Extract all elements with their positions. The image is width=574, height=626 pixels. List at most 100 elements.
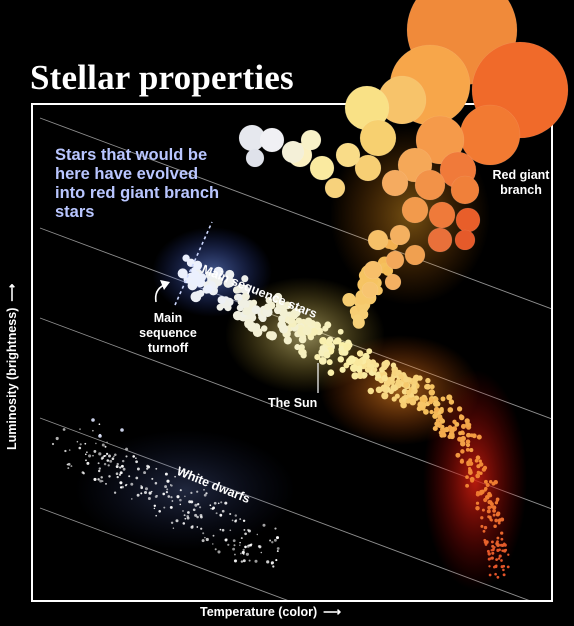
bright-white-dwarf-star [120, 428, 124, 432]
white-dwarf-star [86, 461, 90, 465]
main-sequence-star [500, 559, 503, 562]
white-dwarf-star [240, 537, 243, 540]
giant-star [389, 224, 411, 246]
white-dwarf-star [183, 514, 186, 517]
white-dwarf-star [170, 484, 173, 487]
main-sequence-star [483, 525, 488, 530]
white-dwarf-star [115, 472, 119, 475]
white-dwarf-star [164, 472, 168, 476]
main-sequence-star [235, 293, 243, 301]
main-sequence-star [398, 373, 404, 379]
white-dwarf-star [85, 453, 87, 456]
giant-star [359, 119, 397, 157]
main-sequence-star [322, 325, 329, 332]
white-dwarf-star [155, 514, 158, 517]
main-sequence-star [500, 531, 504, 535]
white-dwarf-star [242, 559, 246, 563]
main-sequence-star [495, 558, 498, 561]
giant-star [245, 148, 265, 168]
white-dwarf-star [212, 534, 215, 537]
main-sequence-star [484, 486, 488, 491]
white-dwarf-star [88, 454, 92, 458]
white-dwarf-star [76, 440, 79, 443]
main-sequence-star [507, 553, 510, 556]
main-sequence-star [488, 573, 492, 577]
white-dwarf-star [203, 493, 207, 497]
giant-star [384, 273, 402, 291]
white-dwarf-star [151, 477, 154, 480]
main-sequence-star [356, 358, 363, 366]
main-sequence-star [452, 419, 457, 424]
page-title: Stellar properties [30, 58, 294, 97]
white-dwarf-star [154, 481, 158, 485]
white-dwarf-star [150, 490, 153, 493]
white-dwarf-star [172, 527, 175, 529]
main-sequence-star [497, 521, 501, 525]
main-sequence-star [486, 549, 490, 553]
main-sequence-star [435, 418, 441, 423]
white-dwarf-star [176, 495, 180, 499]
bright-white-dwarf-star [91, 418, 95, 422]
white-dwarf-star [107, 464, 110, 467]
main-sequence-star [411, 387, 418, 395]
white-dwarf-star [66, 463, 69, 466]
white-dwarf-star [210, 507, 212, 510]
white-dwarf-star [147, 497, 151, 500]
white-dwarf-star [166, 488, 169, 491]
main-sequence-star [366, 358, 372, 364]
main-sequence-star [381, 363, 388, 371]
main-sequence-star [470, 478, 475, 483]
main-sequence-star [242, 307, 251, 316]
main-sequence-star [295, 317, 303, 324]
white-dwarf-star [109, 459, 113, 463]
main-sequence-star [405, 389, 411, 395]
main-sequence-star [439, 407, 444, 412]
main-sequence-star [193, 262, 202, 271]
white-dwarf-star [229, 512, 232, 516]
white-dwarf-star [196, 515, 199, 519]
main-sequence-star [474, 458, 479, 463]
white-dwarf-star [205, 492, 208, 495]
giant-star [324, 177, 346, 199]
white-dwarf-star [209, 504, 212, 507]
main-sequence-star [182, 254, 190, 262]
x-axis-arrow-icon: ⟶ [323, 605, 342, 619]
white-dwarf-star [276, 550, 279, 553]
main-sequence-star [310, 327, 318, 336]
white-dwarf-star [55, 436, 59, 441]
main-sequence-star [395, 378, 402, 386]
main-sequence-star [501, 549, 504, 553]
main-sequence-star [483, 540, 487, 544]
white-dwarf-star [248, 544, 250, 547]
white-dwarf-star [190, 491, 193, 495]
white-dwarf-star [120, 464, 124, 468]
white-dwarf-star [70, 465, 73, 468]
white-dwarf-star [51, 442, 55, 446]
white-dwarf-star [136, 493, 140, 497]
white-dwarf-star [179, 498, 182, 502]
white-dwarf-star [119, 471, 123, 474]
main-sequence-star [487, 552, 491, 556]
main-sequence-star [323, 351, 331, 359]
main-sequence-star [439, 418, 446, 424]
white-dwarf-star [62, 428, 66, 431]
main-sequence-star [260, 325, 268, 332]
white-dwarf-star [233, 544, 236, 547]
white-dwarf-star [128, 475, 131, 478]
main-sequence-star [279, 324, 289, 334]
white-dwarf-star [227, 543, 230, 546]
giant-star [361, 281, 379, 299]
main-sequence-star [491, 551, 495, 555]
white-dwarf-star [275, 536, 280, 540]
white-dwarf-star [143, 490, 148, 495]
white-dwarf-star [243, 528, 246, 531]
main-sequence-star [488, 565, 491, 568]
main-sequence-star [475, 501, 480, 505]
white-dwarf-star [114, 453, 117, 456]
main-sequence-star [298, 335, 307, 344]
white-dwarf-star [67, 467, 70, 470]
main-sequence-star [447, 407, 454, 413]
white-dwarf-star [101, 480, 104, 482]
main-sequence-star [437, 414, 443, 420]
white-dwarf-star [266, 560, 270, 564]
